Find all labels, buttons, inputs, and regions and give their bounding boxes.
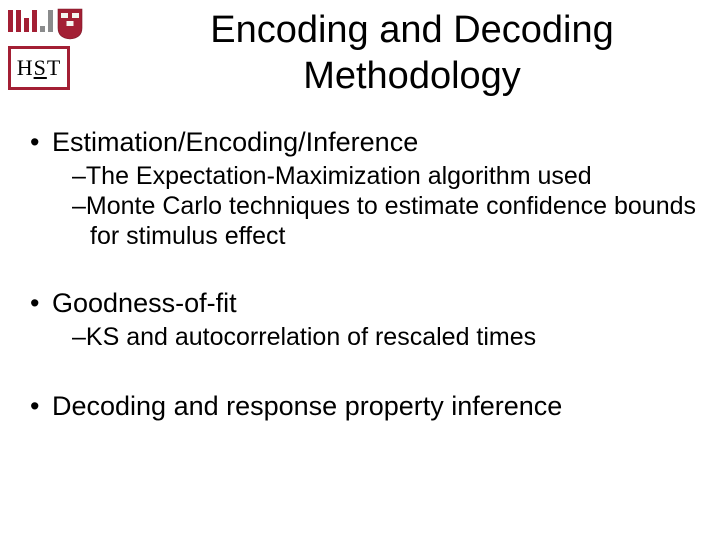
dash-icon: – (72, 162, 86, 190)
bullet-dot-icon: • (30, 287, 52, 320)
bullet-2: •Goodness-of-fit (30, 287, 700, 320)
subbullet-2-1-text: KS and autocorrelation of rescaled times (86, 323, 536, 351)
mit-bars-icon (8, 8, 53, 32)
bullet-1: •Estimation/Encoding/Inference (30, 126, 700, 159)
subbullet-1-2-text: Monte Carlo techniques to estimate confi… (86, 192, 696, 250)
hst-logo: HST (8, 46, 70, 90)
slide: HST Encoding and Decoding Methodology •E… (0, 0, 720, 540)
hst-text: HST (17, 55, 62, 81)
title-line-1: Encoding and Decoding (120, 8, 704, 54)
logo-area: HST (8, 8, 108, 96)
dash-icon: – (72, 192, 86, 220)
title-line-2: Methodology (120, 54, 704, 100)
subbullet-1-1: –The Expectation-Maximization algorithm … (30, 161, 700, 191)
bullet-1-text: Estimation/Encoding/Inference (52, 127, 418, 157)
bullet-2-text: Goodness-of-fit (52, 288, 237, 318)
slide-title: Encoding and Decoding Methodology (120, 8, 704, 99)
subbullet-1-2: –Monte Carlo techniques to estimate conf… (30, 191, 700, 251)
subbullet-2-1: –KS and autocorrelation of rescaled time… (30, 322, 700, 352)
bullet-3-text: Decoding and response property inference (52, 391, 562, 421)
bullet-dot-icon: • (30, 390, 52, 423)
subbullet-1-1-text: The Expectation-Maximization algorithm u… (86, 162, 592, 190)
harvard-shield-icon (57, 8, 83, 40)
mit-logo (8, 8, 108, 40)
slide-content: •Estimation/Encoding/Inference –The Expe… (30, 118, 700, 425)
bullet-dot-icon: • (30, 126, 52, 159)
dash-icon: – (72, 323, 86, 351)
bullet-3: •Decoding and response property inferenc… (30, 390, 700, 423)
